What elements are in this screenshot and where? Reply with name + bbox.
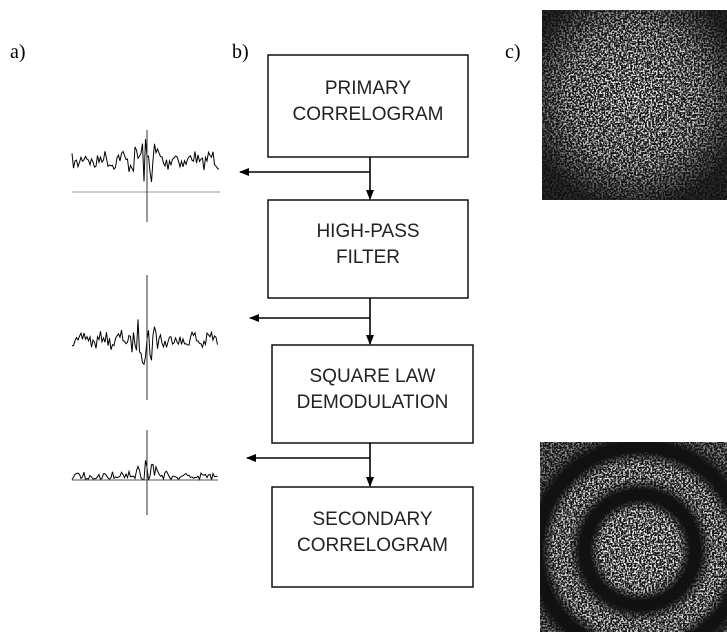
waveforms xyxy=(72,130,220,515)
panel-label: b) xyxy=(232,41,249,63)
panel-label: a) xyxy=(10,41,26,63)
box-text: CORRELOGRAM xyxy=(297,535,448,556)
process-box: SECONDARY CORRELOGRAM xyxy=(272,487,473,587)
box-text: PRIMARY xyxy=(325,78,412,99)
speckle-image xyxy=(540,442,727,632)
waveform xyxy=(72,460,218,480)
waveform xyxy=(72,139,219,182)
process-box: HIGH-PASS FILTER xyxy=(268,200,468,298)
box-text: HIGH-PASS xyxy=(316,221,419,242)
speckle-image xyxy=(542,10,727,200)
diagram: a) b) c) PRIMARY CORRELOGRAM HIGH-PASS FILT… xyxy=(0,0,727,632)
box-text: FILTER xyxy=(336,247,400,268)
waveform xyxy=(72,319,218,364)
box-text: DEMODULATION xyxy=(297,392,449,413)
box-text: SECONDARY xyxy=(312,509,432,530)
box-text: CORRELOGRAM xyxy=(293,104,444,125)
process-box: SQUARE LAW DEMODULATION xyxy=(272,345,473,443)
box-text: SQUARE LAW xyxy=(310,366,436,387)
process-box: PRIMARY CORRELOGRAM xyxy=(268,55,468,157)
panel-label: c) xyxy=(505,41,521,63)
